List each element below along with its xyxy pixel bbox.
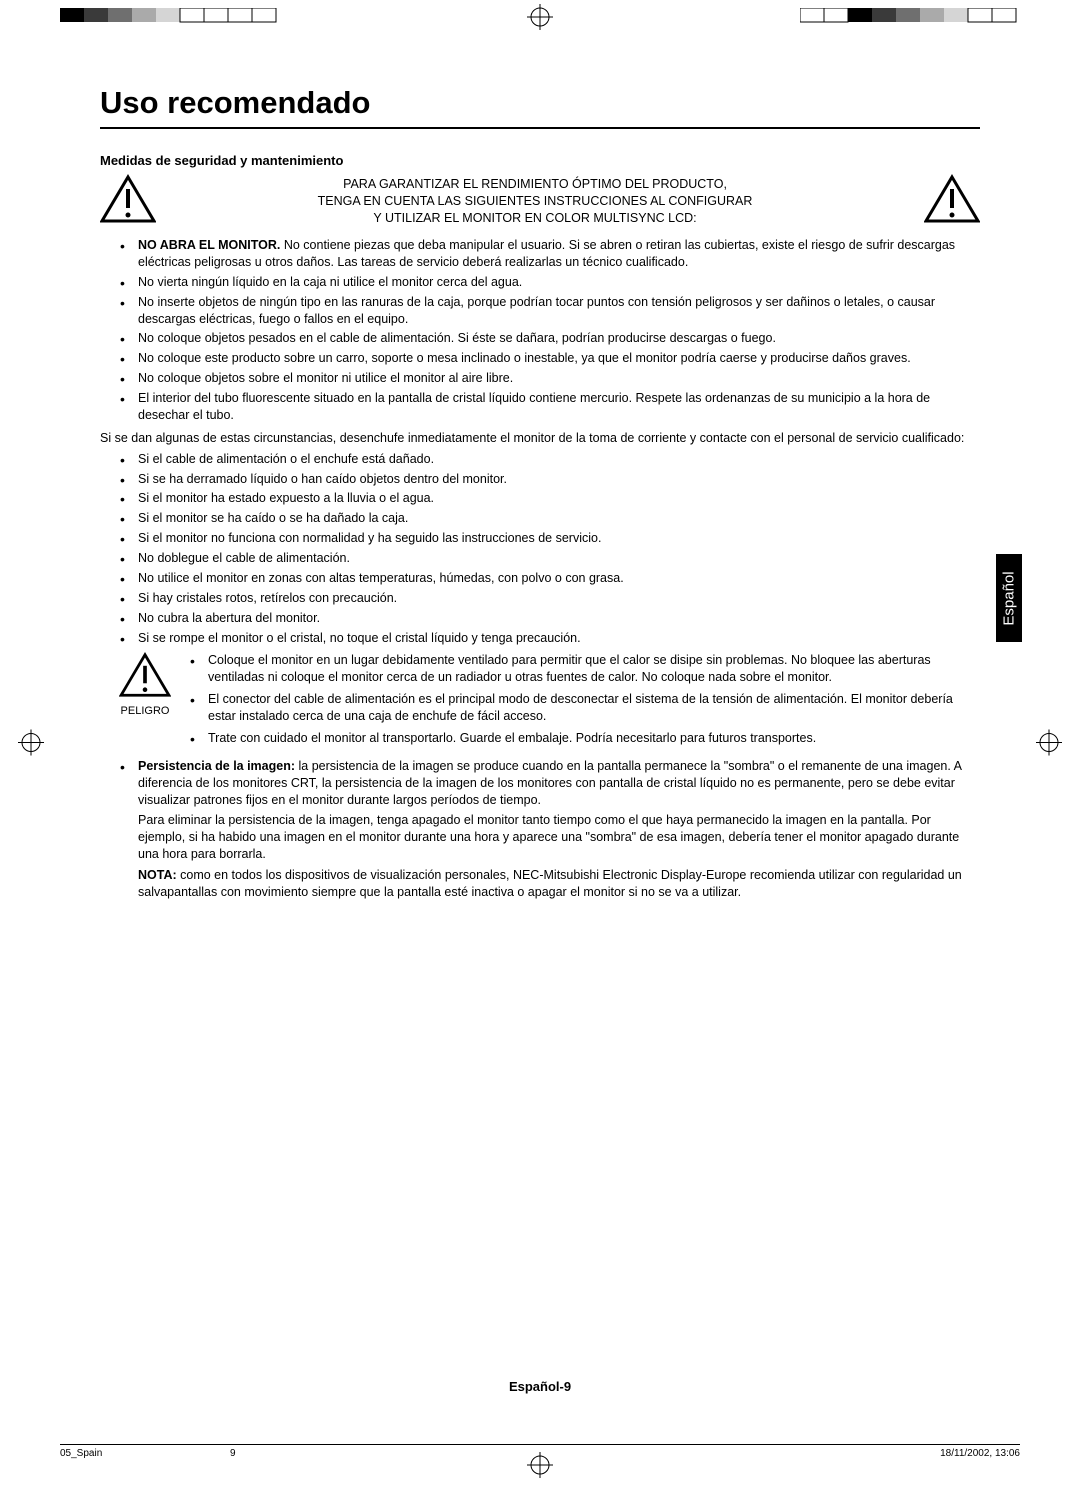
list-item: Persistencia de la imagen: la persistenc… (120, 758, 980, 901)
intro-line-3: Y UTILIZAR EL MONITOR EN COLOR MULTISYNC… (373, 211, 696, 225)
warning-icon-right (924, 174, 980, 229)
sub-bullet-list: Coloque el monitor en un lugar debidamen… (190, 652, 980, 746)
intro-line-1: PARA GARANTIZAR EL RENDIMIENTO ÓPTIMO DE… (343, 177, 727, 191)
page-content: Uso recomendado Medidas de seguridad y m… (100, 85, 980, 904)
bold-span: NOTA: (138, 868, 177, 882)
footer-mid: 9 (230, 1448, 236, 1459)
list-item: No coloque objetos pesados en el cable d… (120, 330, 980, 347)
list-item: El conector del cable de alimentación es… (190, 691, 980, 725)
intro-line-2: TENGA EN CUENTA LAS SIGUIENTES INSTRUCCI… (318, 194, 753, 208)
warning-icon (119, 652, 171, 698)
list-item: El interior del tubo fluorescente situad… (120, 390, 980, 424)
list-item: Si el monitor no funciona con normalidad… (120, 530, 980, 547)
list-item: Si se rompe el monitor o el cristal, no … (120, 630, 980, 647)
registration-bars-right (800, 8, 1020, 29)
language-tab: Español (996, 554, 1022, 642)
registration-bars-left (60, 8, 280, 29)
list-item: No cubra la abertura del monitor. (120, 610, 980, 627)
paragraph: Si se dan algunas de estas circunstancia… (100, 430, 980, 447)
text-span: como en todos los dispositivos de visual… (138, 868, 962, 899)
bullet-list-1: NO ABRA EL MONITOR. No contiene piezas q… (100, 237, 980, 424)
bold-span: NO ABRA EL MONITOR. (138, 238, 280, 252)
language-tab-label: Español (1001, 571, 1018, 625)
footer-right: 18/11/2002, 13:06 (940, 1448, 1020, 1459)
peligro-label: PELIGRO (100, 705, 190, 717)
registration-cross-top (527, 4, 553, 35)
list-item: Si hay cristales rotos, retírelos con pr… (120, 590, 980, 607)
list-item: Si el cable de alimentación o el enchufe… (120, 451, 980, 468)
list-item: Coloque el monitor en un lugar debidamen… (190, 652, 980, 686)
list-item: No doblegue el cable de alimentación. (120, 550, 980, 567)
registration-cross-left (18, 729, 44, 760)
registration-cross-right (1036, 729, 1062, 760)
list-item: No vierta ningún líquido en la caja ni u… (120, 274, 980, 291)
page-number: Español-9 (509, 1379, 571, 1394)
list-item: Si el monitor se ha caído o se ha dañado… (120, 510, 980, 527)
intro-row: PARA GARANTIZAR EL RENDIMIENTO ÓPTIMO DE… (100, 174, 980, 229)
persistence-list: Persistencia de la imagen: la persistenc… (100, 758, 980, 901)
warning-icon-left (100, 174, 156, 229)
text-span: Para eliminar la persistencia de la imag… (138, 813, 959, 861)
page-title: Uso recomendado (100, 85, 980, 129)
list-item: Si se ha derramado líquido o han caído o… (120, 471, 980, 488)
list-item: No inserte objetos de ningún tipo en las… (120, 294, 980, 328)
list-item: Si el monitor ha estado expuesto a la ll… (120, 490, 980, 507)
footer-left: 05_Spain (60, 1448, 102, 1459)
list-item: Trate con cuidado el monitor al transpor… (190, 730, 980, 747)
bold-span: Persistencia de la imagen: (138, 759, 295, 773)
list-item: NO ABRA EL MONITOR. No contiene piezas q… (120, 237, 980, 271)
peligro-icon-col: PELIGRO (100, 652, 190, 751)
list-item: No utilice el monitor en zonas con altas… (120, 570, 980, 587)
footer-line: 05_Spain 9 18/11/2002, 13:06 (60, 1444, 1020, 1459)
bullet-list-2: Si el cable de alimentación o el enchufe… (100, 451, 980, 647)
peligro-block: PELIGRO Coloque el monitor en un lugar d… (100, 652, 980, 751)
section-subhead: Medidas de seguridad y mantenimiento (100, 153, 980, 168)
list-item: No coloque objetos sobre el monitor ni u… (120, 370, 980, 387)
intro-text: PARA GARANTIZAR EL RENDIMIENTO ÓPTIMO DE… (156, 174, 914, 227)
list-item: No coloque este producto sobre un carro,… (120, 350, 980, 367)
